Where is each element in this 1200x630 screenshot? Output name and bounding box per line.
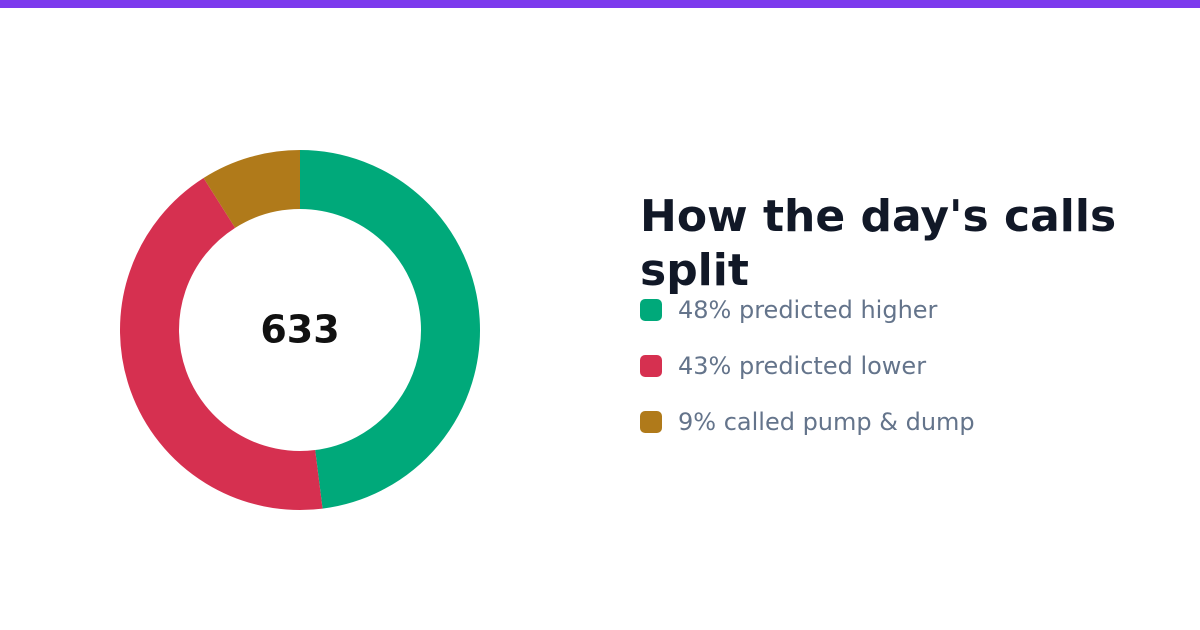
legend-swatch-lower xyxy=(640,355,662,377)
legend-item-pump-dump: 9% called pump & dump xyxy=(640,404,1160,440)
chart-info-panel: How the day's calls split xyxy=(640,190,1160,298)
legend-item-lower: 43% predicted lower xyxy=(640,348,1160,384)
donut-chart: 633 xyxy=(100,130,500,530)
legend-label-higher: 48% predicted higher xyxy=(678,296,938,324)
center-total-label: 633 xyxy=(260,308,339,352)
chart-title: How the day's calls split xyxy=(640,191,1117,296)
legend-swatch-pump-dump xyxy=(640,411,662,433)
donut-slice-pump-dump xyxy=(203,150,301,229)
legend-label-pump-dump: 9% called pump & dump xyxy=(678,408,975,436)
legend-swatch-higher xyxy=(640,299,662,321)
legend-item-higher: 48% predicted higher xyxy=(640,292,1160,328)
chart-legend: 48% predicted higher 43% predicted lower… xyxy=(640,292,1160,460)
legend-label-lower: 43% predicted lower xyxy=(678,352,927,380)
donut-slices xyxy=(120,150,480,510)
donut-slice-lower xyxy=(120,178,323,510)
top-accent-bar xyxy=(0,0,1200,8)
donut-slice-higher xyxy=(299,150,480,509)
